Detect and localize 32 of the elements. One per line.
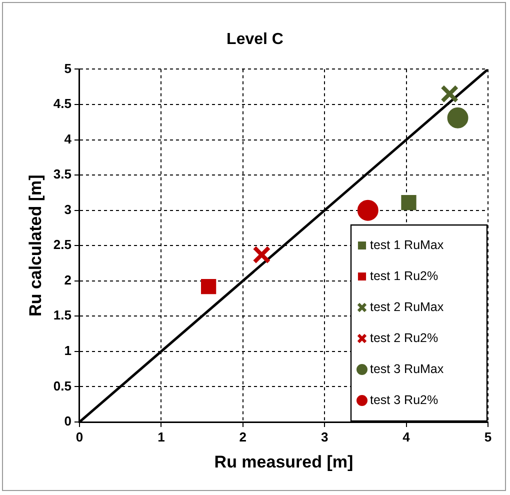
point <box>401 194 416 210</box>
legend-label: test 1 Ru2% <box>370 268 438 283</box>
y-tick-label: 5 <box>64 60 72 76</box>
x-axis-title: Ru measured [m] <box>214 452 354 472</box>
y-tick-label: 2.5 <box>53 237 72 252</box>
chart-title: Level C <box>226 31 284 48</box>
y-axis-title: Ru calculated [m] <box>26 174 45 316</box>
point <box>200 278 216 294</box>
point <box>357 200 378 221</box>
y-tick-label: 2 <box>64 272 72 288</box>
x-tick-label: 0 <box>76 429 84 444</box>
y-tick-label: 4 <box>64 131 72 146</box>
y-tick-label: 1 <box>64 343 72 358</box>
y-tick-label: 0.5 <box>53 378 72 394</box>
y-tick-label: 3 <box>64 202 72 217</box>
y-tick-label: 4.5 <box>53 96 72 112</box>
x-tick-label: 1 <box>158 429 165 444</box>
point <box>252 246 271 264</box>
y-tick-label: 3.5 <box>53 166 72 182</box>
x-tick-label: 5 <box>484 429 492 444</box>
legend-label: test 3 RuMax <box>370 362 444 376</box>
y-tick-label: 0 <box>64 414 72 429</box>
x-tick-label: 2 <box>239 429 246 444</box>
legend-label: test 1 RuMax <box>370 238 444 252</box>
legend-label: test 3 Ru2% <box>370 392 438 407</box>
x-tick-label: 3 <box>320 429 328 444</box>
legend-label: test 2 Ru2% <box>370 330 438 345</box>
point <box>440 84 459 103</box>
x-tick-label: 4 <box>402 429 411 444</box>
legend-label: test 2 RuMax <box>370 300 444 314</box>
y-tick-label: 1.5 <box>53 308 72 323</box>
point <box>447 107 468 128</box>
